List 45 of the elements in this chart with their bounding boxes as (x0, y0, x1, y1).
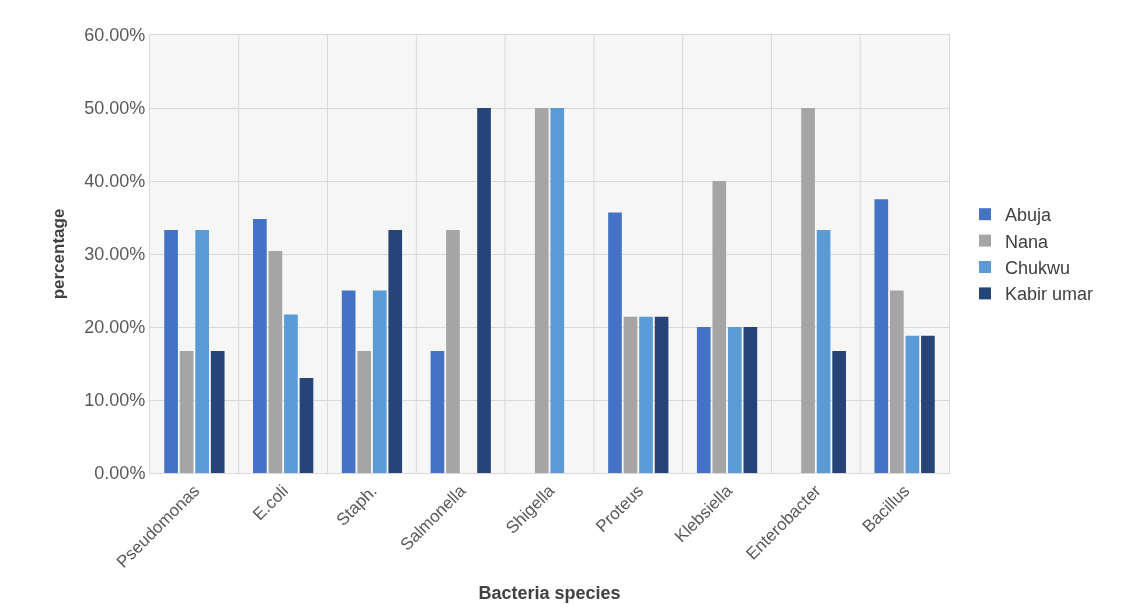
bar (608, 212, 622, 473)
y-axis-title: percentage (48, 208, 68, 300)
bar (550, 108, 565, 473)
bar (743, 327, 758, 473)
bar (874, 199, 889, 473)
bar (639, 316, 653, 473)
bar (341, 290, 356, 473)
bar (890, 290, 904, 473)
y-tick-label: 10.00% (84, 390, 146, 411)
y-tick-label: 30.00% (84, 244, 146, 265)
bar (712, 181, 727, 473)
y-tick-label: 0.00% (94, 463, 146, 484)
bar (268, 251, 283, 473)
y-tick-label: 60.00% (84, 25, 146, 46)
bar (195, 229, 209, 473)
bar (164, 229, 178, 473)
bar (388, 229, 403, 473)
bar (299, 378, 314, 473)
legend-label: Nana (1004, 231, 1049, 252)
bar (446, 229, 460, 473)
legend-label: Kabir umar (1004, 284, 1094, 305)
legend-label: Abuja (1004, 205, 1053, 226)
bar (801, 108, 815, 473)
bar (921, 335, 935, 473)
bar (210, 351, 225, 473)
legend-label: Chukwu (1004, 258, 1071, 279)
bar (534, 108, 549, 473)
x-axis-title: Bacteria species (478, 582, 621, 603)
bar (832, 351, 846, 473)
bar (179, 351, 194, 473)
bar (623, 316, 638, 473)
y-tick-label: 40.00% (84, 171, 146, 192)
bar (372, 290, 387, 473)
bar (357, 351, 372, 473)
y-tick-label: 20.00% (84, 317, 146, 338)
bar (696, 327, 711, 473)
bar (253, 218, 267, 473)
bar (905, 335, 920, 473)
bar (477, 108, 491, 473)
bar (727, 327, 742, 473)
y-tick-label: 50.00% (84, 98, 146, 119)
bar (284, 314, 298, 473)
bar (654, 316, 669, 473)
bar (816, 229, 831, 473)
bar (430, 351, 445, 473)
